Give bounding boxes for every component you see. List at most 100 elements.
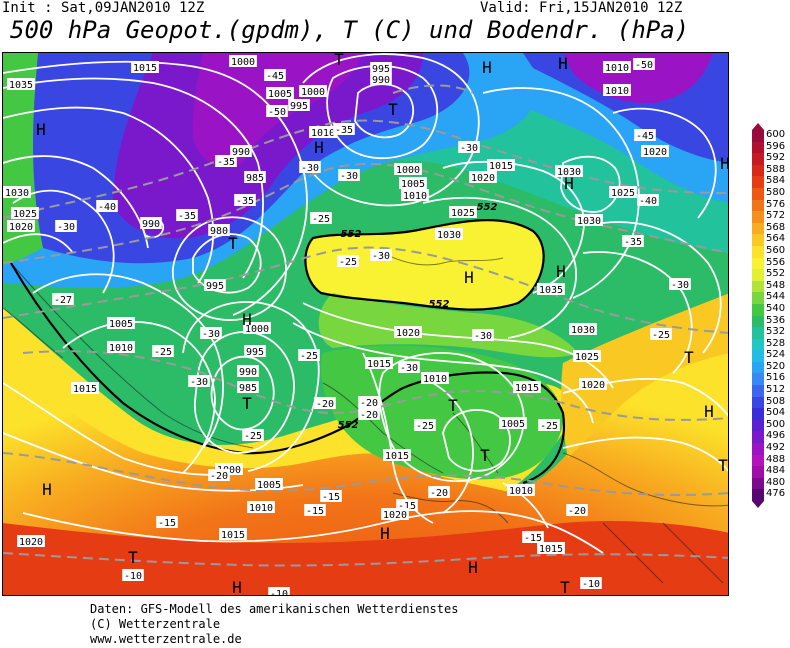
legend-swatch	[752, 350, 764, 362]
pressure-label: 990	[142, 219, 160, 230]
region-ne-purple	[563, 53, 713, 104]
pressure-label: 1020	[396, 328, 420, 339]
legend-entry: 488	[752, 454, 790, 467]
pressure-label-box	[603, 84, 631, 96]
pressure-label-box	[237, 381, 259, 393]
pressure-label-box	[669, 278, 691, 290]
pressure-label: 980	[210, 226, 228, 237]
high-pressure-marker: H	[558, 54, 568, 73]
pressure-label: -10	[124, 571, 142, 582]
pressure-label-box	[641, 145, 669, 157]
pressure-label: -25	[154, 347, 172, 358]
legend-bottom-arrow	[752, 501, 764, 509]
legend-entry: 500	[752, 419, 790, 432]
weather-map: 1015 1000 -45 995 990 1010 1010 -50 1035 1005 1000…	[2, 52, 729, 596]
pressure-label: -35	[335, 125, 353, 136]
high-pressure-marker: H	[36, 120, 46, 139]
footer-copyright: (C) Wetterzentrale	[90, 617, 221, 631]
pressure-label-box	[247, 501, 275, 513]
high-pressure-marker: H	[564, 174, 574, 193]
pressure-label: 1010	[509, 486, 533, 497]
legend-swatch	[752, 466, 764, 478]
legend-swatch	[752, 141, 764, 154]
legend-swatch	[752, 419, 764, 432]
pressure-label: -30	[671, 280, 689, 291]
pressure-label: 1020	[383, 510, 407, 521]
pressure-label: 1020	[9, 222, 33, 233]
pressure-label-box	[428, 486, 450, 498]
legend-label: 512	[766, 384, 786, 396]
legend-entry: 560	[752, 245, 790, 258]
pressure-label: -15	[398, 501, 416, 512]
legend-entry: 516	[752, 372, 790, 386]
pressure-label-box	[288, 99, 310, 111]
legend-entry: 496	[752, 430, 790, 444]
pressure-label-box	[507, 484, 535, 496]
legend-label: 572	[766, 210, 786, 222]
pressure-label: 1020	[19, 537, 43, 548]
geopotential-label: 552	[338, 420, 359, 431]
pressure-label-box	[458, 141, 480, 153]
pressure-label: -25	[312, 214, 330, 225]
pressure-label: 1020	[643, 147, 667, 158]
pressure-label: -30	[460, 143, 478, 154]
pressure-label-box	[609, 186, 637, 198]
pressure-label: -15	[524, 533, 542, 544]
pressure-label: 995	[290, 101, 308, 112]
pressure-label: -30	[202, 329, 220, 340]
pressure-label-box	[122, 569, 144, 581]
geopotential-label: 552	[341, 229, 362, 240]
pressure-label-box	[7, 220, 35, 232]
region-east-yellow	[561, 293, 728, 458]
pressure-label: -25	[652, 330, 670, 341]
pressure-label-box	[399, 177, 427, 189]
legend-entry: 492	[752, 442, 790, 455]
pressure-label: -25	[540, 421, 558, 432]
pressure-label-box	[264, 69, 286, 81]
pressure-label-box	[96, 200, 118, 212]
legend-label: 528	[766, 337, 786, 349]
legend-label: 548	[766, 279, 786, 291]
legend-swatch	[752, 269, 764, 281]
legend-swatch	[752, 199, 764, 212]
pressure-label-box	[579, 378, 607, 390]
valid-time: Valid: Fri,15JAN2010 12Z	[480, 0, 683, 16]
legend-label: 600	[766, 129, 786, 140]
pressure-label: 1015	[515, 383, 539, 394]
legend-swatch	[752, 130, 764, 142]
legend-entry: 484	[752, 465, 790, 478]
pressure-label-box	[555, 165, 583, 177]
pressure-label: 985	[239, 383, 257, 394]
pressure-label-box	[566, 504, 588, 516]
pressure-label: 1005	[268, 89, 292, 100]
pressure-label: -30	[190, 377, 208, 388]
legend-entry: 476	[752, 488, 790, 501]
legend-entry: 596	[752, 141, 790, 154]
legend-swatch	[752, 361, 764, 374]
pressure-label-box	[320, 490, 342, 502]
legend-label: 508	[766, 395, 786, 407]
pressure-label-box	[634, 129, 656, 141]
legend-label: 544	[766, 291, 786, 303]
high-pressure-marker: H	[704, 402, 714, 421]
pressure-label-box	[337, 255, 359, 267]
legend-swatch	[752, 431, 764, 444]
legend-label: 584	[766, 175, 786, 187]
pressure-label: -30	[340, 171, 358, 182]
pressure-label: 1015	[539, 544, 563, 555]
pressure-label-box	[469, 171, 497, 183]
pressure-label-box	[537, 542, 565, 554]
legend-swatch	[752, 176, 764, 188]
pressure-label: -15	[158, 518, 176, 529]
legend-label: 480	[766, 476, 786, 488]
pressure-label-box	[244, 171, 266, 183]
pressure-label-box	[414, 419, 436, 431]
pressure-label: 1015	[367, 359, 391, 370]
pressure-label-box	[304, 504, 326, 516]
pressure-label: 1010	[423, 374, 447, 385]
high-pressure-marker: H	[464, 268, 474, 287]
legend-swatch	[752, 338, 764, 351]
pressure-centers: H H H H H H H H H H H H H H T T T T T T T T T T	[36, 53, 728, 595]
pressure-label: -35	[178, 211, 196, 222]
legend-label: 556	[766, 256, 786, 268]
